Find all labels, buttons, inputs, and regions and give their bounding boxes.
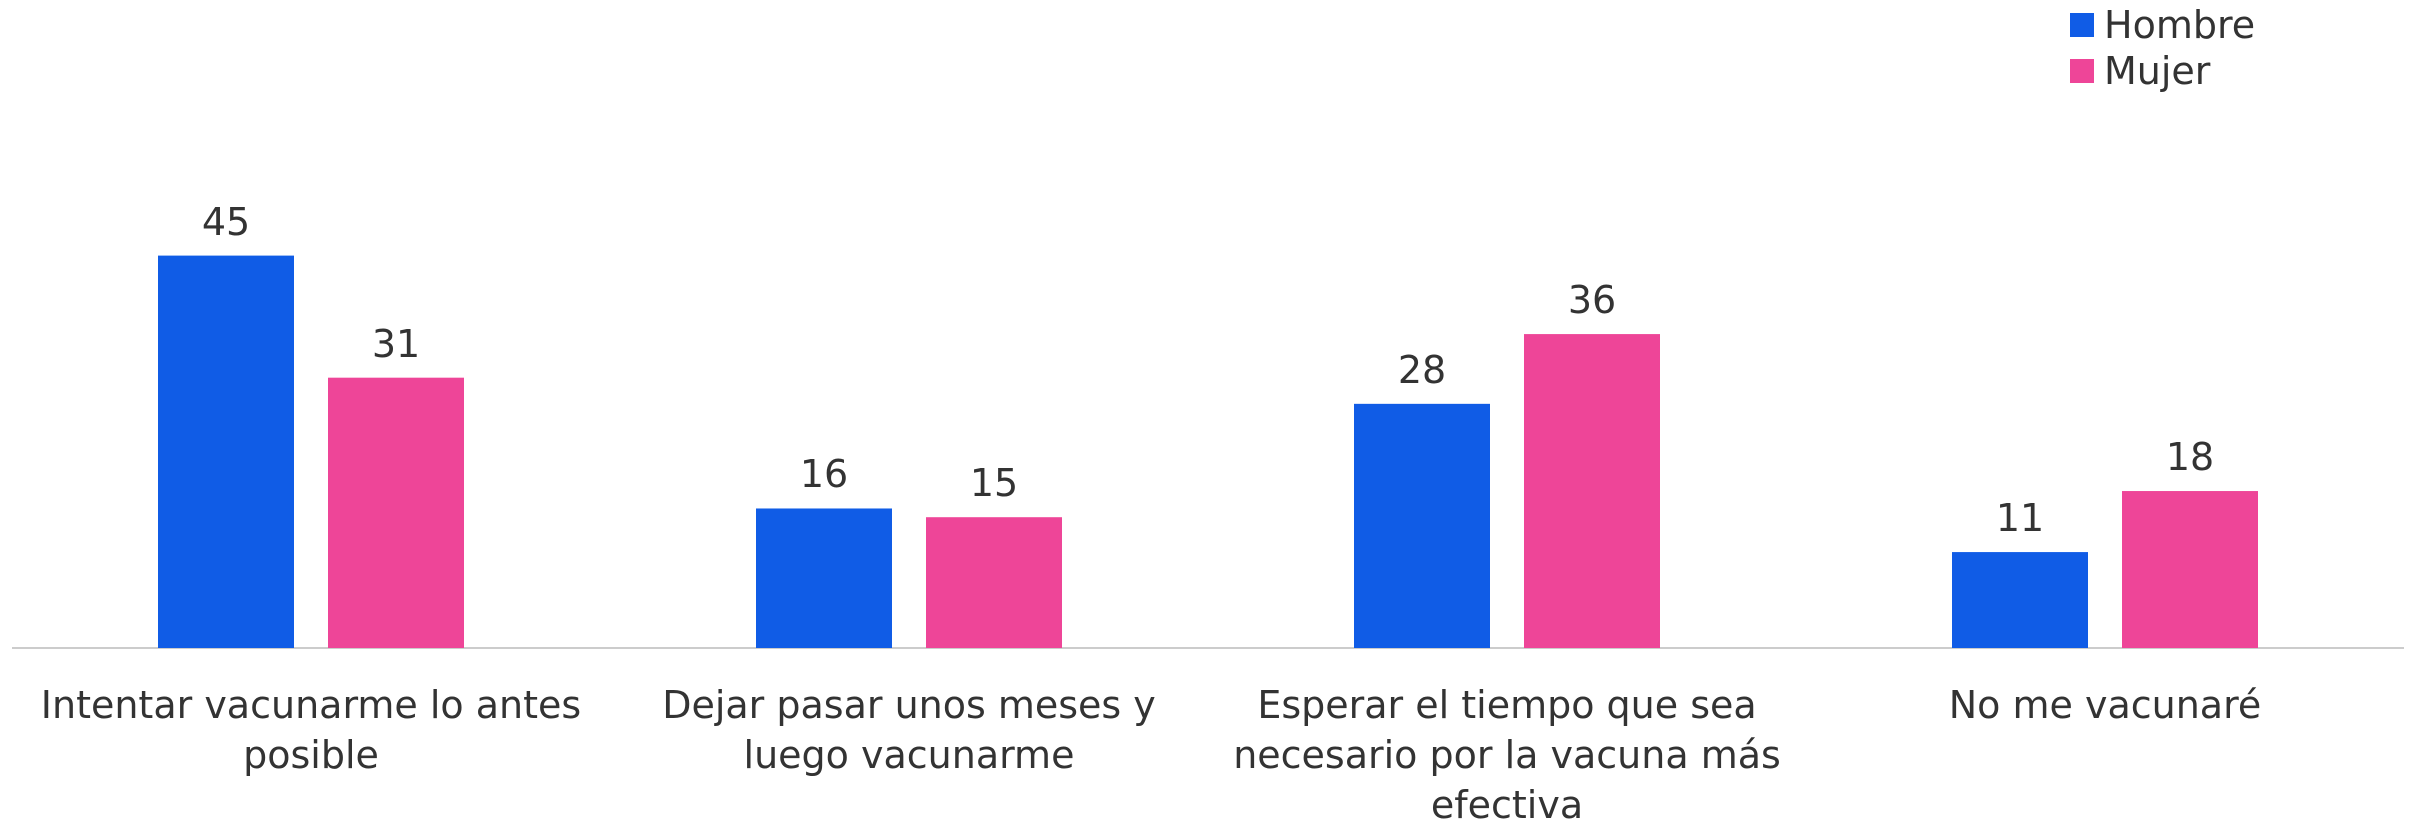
legend-item: Mujer	[2070, 48, 2210, 94]
legend-label: Hombre	[2104, 3, 2256, 47]
bar	[1354, 403, 1490, 648]
data-label: 36	[1567, 278, 1617, 323]
x-tick-label: Intentar vacunarme lo antes posible	[40, 683, 582, 777]
x-tick-label: Dejar pasar unos meses y luego vacunarme	[662, 683, 1156, 777]
data-label: 15	[969, 461, 1019, 506]
bar	[926, 517, 1062, 648]
data-label: 16	[799, 452, 849, 497]
data-label: 18	[2165, 435, 2215, 480]
legend-item: Hombre	[2070, 2, 2255, 48]
bar	[1952, 552, 2088, 648]
data-label: 11	[1995, 496, 2045, 541]
data-label: 28	[1397, 347, 1447, 392]
data-label: 31	[371, 321, 421, 366]
bar	[2122, 491, 2258, 648]
data-label: 45	[201, 199, 251, 244]
legend-swatch	[2070, 13, 2094, 37]
legend-swatch	[2070, 59, 2094, 83]
x-tick-label: Esperar el tiempo que sea necesario por …	[1233, 683, 1781, 826]
bar	[328, 377, 464, 648]
bar	[756, 508, 892, 648]
bar	[158, 255, 294, 648]
legend-label: Mujer	[2104, 49, 2211, 93]
bar	[1524, 334, 1660, 648]
x-tick-label: No me vacunaré	[1948, 683, 2262, 727]
